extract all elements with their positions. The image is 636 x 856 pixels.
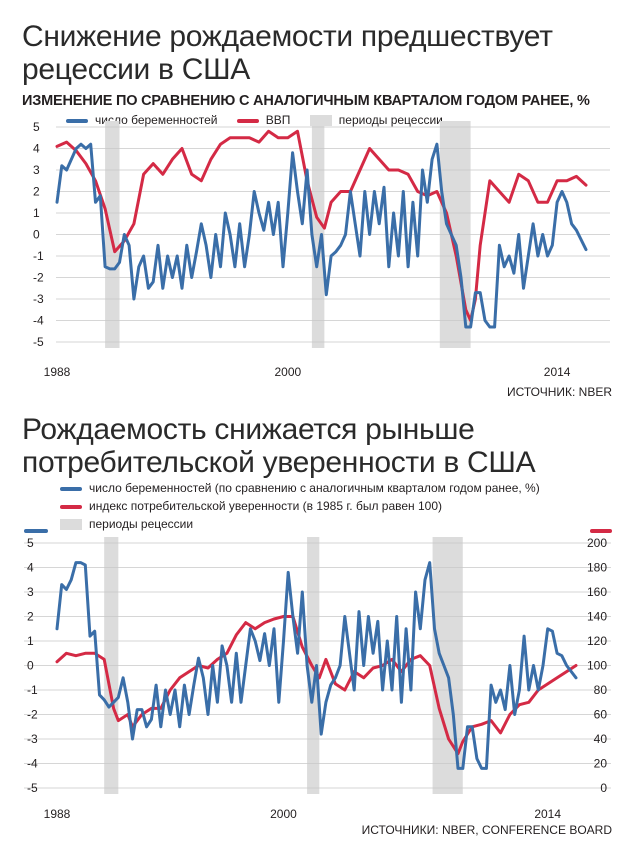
bottom-legend-pregnancy: число беременностей (по сравнению с анал… xyxy=(60,481,540,495)
bottom-left-axis-marker xyxy=(24,529,48,533)
top-xtick-label-1: 2000 xyxy=(274,365,301,379)
bottom-ytick-right-label-5: 100 xyxy=(587,659,607,673)
bottom-ytick-label-8: -3 xyxy=(27,732,38,746)
bottom-ytick-right-label-9: 20 xyxy=(594,757,608,771)
bottom-ytick-right-label-2: 160 xyxy=(587,585,607,599)
top-legend-pregnancy: число беременностей xyxy=(66,113,221,127)
top-chart-title: Снижение рождаемости предшествует рецесс… xyxy=(22,20,553,86)
top-ytick-label-1: 4 xyxy=(33,142,40,156)
top-chart-subtitle: ИЗМЕНЕНИЕ ПО СРАВНЕНИЮ С АНАЛОГИЧНЫМ КВА… xyxy=(22,93,590,109)
bottom-ytick-label-5: 0 xyxy=(27,659,34,673)
bottom-ytick-label-7: -2 xyxy=(27,708,38,722)
top-legend: число беременностей ВВП периоды рецессии xyxy=(66,113,443,127)
bottom-ytick-label-0: 5 xyxy=(27,536,34,550)
top-legend-recession-swatch xyxy=(309,115,332,127)
top-xtick-label-2: 2014 xyxy=(544,365,571,379)
top-title-line-2: рецессии в США xyxy=(22,53,250,86)
bottom-title-line-2: потребительской уверенности в США xyxy=(22,446,536,479)
top-ytick-label-6: -1 xyxy=(33,249,44,263)
bottom-ytick-label-1: 4 xyxy=(27,561,34,575)
top-ytick-label-8: -3 xyxy=(33,292,44,306)
bottom-legend-confidence-swatch xyxy=(60,504,82,509)
top-legend-recession-label: периоды рецессии xyxy=(338,113,443,127)
top-ytick-label-9: -4 xyxy=(33,314,44,328)
bottom-series-pregnancy xyxy=(55,561,578,770)
top-title-line-1: Снижение рождаемости предшествует xyxy=(22,20,553,53)
bottom-ytick-right-label-1: 180 xyxy=(587,561,607,575)
bottom-title-line-1: Рождаемость снижается рыньше xyxy=(22,413,475,446)
bottom-legend-recession-label: периоды рецессии xyxy=(89,517,194,531)
bottom-ytick-label-3: 2 xyxy=(27,610,34,624)
top-ytick-label-0: 5 xyxy=(33,120,40,134)
bottom-legend-pregnancy-label: число беременностей (по сравнению с анал… xyxy=(89,481,540,495)
bottom-ytick-label-6: -1 xyxy=(27,683,38,697)
top-legend-gdp-swatch xyxy=(236,118,259,123)
top-legend-recession: периоды рецессии xyxy=(309,113,443,127)
bottom-ytick-right-label-6: 80 xyxy=(594,683,608,697)
top-source: ИСТОЧНИК: NBER xyxy=(506,385,612,399)
bottom-ytick-label-2: 3 xyxy=(27,585,34,599)
top-ytick-label-7: -2 xyxy=(33,271,44,285)
bottom-ytick-right-label-8: 40 xyxy=(594,732,608,746)
bottom-xtick-label-2: 2014 xyxy=(534,807,561,821)
top-legend-pregnancy-swatch xyxy=(66,118,88,123)
top-ytick-label-2: 3 xyxy=(33,163,40,177)
top-legend-gdp-label: ВВП xyxy=(265,113,291,127)
bottom-ytick-right-label-3: 140 xyxy=(587,610,607,624)
bottom-ytick-right-label-7: 60 xyxy=(594,708,608,722)
top-legend-pregnancy-label: число беременностей xyxy=(95,113,218,127)
top-ytick-label-10: -5 xyxy=(33,335,44,349)
bottom-legend-confidence: индекс потребительской уверенности (в 19… xyxy=(60,499,442,513)
bottom-ytick-right-label-0: 200 xyxy=(587,536,607,550)
top-ytick-label-4: 1 xyxy=(33,206,40,220)
bottom-source: ИСТОЧНИКИ: NBER, CONFERENCE BOARD xyxy=(361,823,612,837)
bottom-right-axis-marker xyxy=(590,529,612,533)
bottom-xtick-label-0: 1988 xyxy=(44,807,71,821)
bottom-legend-recession-swatch xyxy=(60,519,82,531)
top-chart: 5 4 3 2 1 0 -1 -2 -3 -4 -5 1988 2000 2014 xyxy=(33,120,610,379)
bottom-ytick-right-label-10: 0 xyxy=(600,781,607,795)
bottom-legend-recession: периоды рецессии xyxy=(60,517,193,531)
top-ytick-label-3: 2 xyxy=(33,185,40,199)
bottom-chart-title: Рождаемость снижается рыньше потребитель… xyxy=(22,413,536,479)
bottom-ytick-label-10: -5 xyxy=(27,781,38,795)
bottom-xtick-label-1: 2000 xyxy=(270,807,297,821)
top-legend-gdp: ВВП xyxy=(236,113,294,127)
top-series-pregnancy xyxy=(55,142,588,329)
top-series-gdp xyxy=(55,129,588,322)
bottom-chart: 543210-1-2-3-4-5200180160140120100806040… xyxy=(24,536,611,821)
bottom-ytick-right-label-4: 120 xyxy=(587,634,607,648)
bottom-ytick-label-4: 1 xyxy=(27,634,34,648)
bottom-ytick-label-9: -4 xyxy=(27,757,38,771)
top-xtick-label-0: 1988 xyxy=(44,365,71,379)
bottom-legend-pregnancy-swatch xyxy=(60,486,82,491)
top-ytick-label-5: 0 xyxy=(33,228,40,242)
bottom-legend-confidence-label: индекс потребительской уверенности (в 19… xyxy=(89,499,443,513)
